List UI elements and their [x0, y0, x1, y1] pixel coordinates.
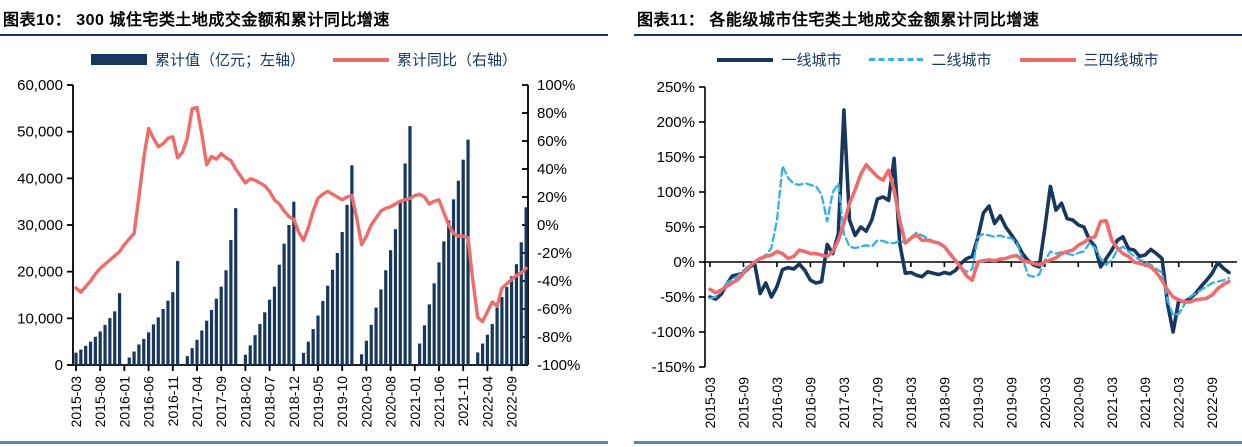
axis-tick-label: 2018-12 — [286, 376, 302, 428]
axis-tick-label: 20,000 — [17, 264, 63, 281]
axis-tick-label: 20% — [537, 189, 567, 206]
series-cumulative-yoy-line — [74, 105, 528, 324]
axis-tick-label: 2018-07 — [262, 376, 278, 428]
figure-11: 图表11： 各能级城市住宅类土地成交金额累计同比增速 一线城市 二线城市 三四线… — [634, 0, 1242, 447]
axis-tick-label: 2021-06 — [431, 376, 447, 428]
legend-label-tier34: 三四线城市 — [1083, 52, 1159, 69]
axis-tick-label: 0% — [537, 217, 559, 234]
axis-tick-label: 60,000 — [17, 77, 63, 94]
axis-tick-label: 2019-05 — [310, 376, 326, 428]
figure-11-legend: 一线城市 二线城市 三四线城市 — [634, 49, 1242, 70]
figure-10-legend: 累计值（亿元；左轴） 累计同比（右轴） — [0, 49, 608, 70]
series-tier1-line — [708, 108, 1231, 334]
legend-label-tier1: 一线城市 — [781, 52, 842, 69]
figure-10-title-rule — [0, 34, 608, 36]
line-swatch-icon — [333, 57, 389, 62]
fig10-canvas: 60,000 50,000 40,000 30,000 20,000 10,000 0 100… — [17, 77, 580, 428]
axis-tick-label: 2016-06 — [141, 376, 157, 428]
figure-10: 图表10： 300 城住宅类土地成交金额和累计同比增速 累计值（亿元；左轴） 累… — [0, 0, 608, 447]
axis-tick-label: -40% — [537, 273, 572, 290]
dashed-line-swatch-icon — [869, 58, 924, 61]
axis-tick-label: 150% — [657, 149, 695, 166]
axis-tick-label: 2015-03 — [702, 377, 718, 429]
figure-11-title-rule — [634, 34, 1242, 36]
axis-tick-label: 2019-03 — [970, 377, 986, 429]
axis-tick-label: 2021-03 — [1104, 377, 1120, 429]
axis-tick-label: 2016-03 — [769, 377, 785, 429]
line-swatch-icon — [1019, 57, 1076, 62]
axis-tick-label: 2018-03 — [903, 377, 919, 429]
bar-swatch-icon — [90, 54, 147, 65]
axis-tick-label: 2018-09 — [936, 377, 952, 429]
axis-tick-label: 2019-09 — [1003, 377, 1019, 429]
axis-tick-label: 0% — [673, 254, 695, 271]
legend-item-cumulative-value: 累计值（亿元；左轴） — [90, 49, 305, 70]
figure-10-bottom-rule — [0, 441, 608, 444]
figure-11-bottom-rule — [634, 441, 1242, 444]
fig11-canvas: 250% 200% 150% 100% 50% 0% -50% -100% -150% 2015-… — [652, 79, 1237, 429]
axis-tick-label: 10,000 — [17, 310, 63, 327]
series-tier34-line — [708, 162, 1231, 304]
axis-tick-label: 2022-04 — [479, 376, 495, 428]
axis-tick-label: 2020-08 — [383, 376, 399, 428]
legend-item-tier34-cities: 三四线城市 — [1019, 49, 1159, 70]
axis-tick-label: 2019-10 — [334, 376, 350, 428]
axis-tick-label: 0 — [55, 357, 63, 374]
axis-tick-label: 2018-02 — [237, 376, 253, 428]
legend-label-cumulative-yoy: 累计同比（右轴） — [397, 52, 518, 69]
axis-tick-label: 2022-09 — [504, 376, 520, 428]
axis-tick-label: 30,000 — [17, 217, 63, 234]
line-swatch-icon — [717, 57, 774, 62]
axis-tick-label: 2020-03 — [1037, 377, 1053, 429]
axis-tick-label: 50% — [665, 219, 695, 236]
series-tier2-line — [708, 164, 1231, 317]
legend-label-cumulative-value: 累计值（亿元；左轴） — [154, 52, 305, 69]
axis-tick-label: 2015-09 — [735, 377, 751, 429]
axis-tick-label: 60% — [537, 133, 567, 150]
axis-tick-label: -80% — [537, 329, 572, 346]
axis-tick-label: 2016-01 — [116, 376, 132, 428]
fig11-axes — [699, 86, 1237, 368]
axis-tick-label: 2017-09 — [213, 376, 229, 428]
axis-tick-label: 2020-03 — [358, 376, 374, 428]
axis-tick-label: 80% — [537, 105, 567, 122]
axis-tick-label: 2020-09 — [1070, 377, 1086, 429]
axis-tick-label: 2017-03 — [836, 377, 852, 429]
legend-item-tier2-cities: 二线城市 — [869, 49, 992, 70]
axis-tick-label: 50,000 — [17, 124, 63, 141]
axis-tick-label: 2016-11 — [165, 376, 181, 427]
legend-label-tier2: 二线城市 — [931, 52, 992, 69]
axis-tick-label: 40,000 — [17, 170, 63, 187]
axis-tick-label: -150% — [652, 359, 695, 376]
axis-tick-label: 250% — [657, 79, 695, 96]
figure-10-title: 图表10： 300 城住宅类土地成交金额和累计同比增速 — [3, 12, 390, 29]
axis-tick-label: 2017-04 — [189, 376, 205, 428]
axis-tick-label: 2015-08 — [92, 376, 108, 428]
axis-tick-label: 2022-03 — [1171, 377, 1187, 429]
axis-tick-label: -50% — [660, 289, 695, 306]
axis-tick-label: -100% — [537, 357, 580, 374]
axis-tick-label: -100% — [652, 324, 695, 341]
axis-tick-label: 2021-09 — [1137, 377, 1153, 429]
axis-tick-label: 40% — [537, 161, 567, 178]
legend-item-cumulative-yoy: 累计同比（右轴） — [333, 49, 517, 70]
axis-tick-label: -60% — [537, 301, 572, 318]
axis-tick-label: 2021-01 — [407, 376, 423, 428]
axis-tick-label: 200% — [657, 114, 695, 131]
axis-tick-label: 2016-09 — [802, 377, 818, 429]
figure-11-title: 图表11： 各能级城市住宅类土地成交金额累计同比增速 — [637, 12, 1040, 29]
axis-tick-label: 2022-09 — [1204, 377, 1220, 429]
legend-item-tier1-cities: 一线城市 — [717, 49, 841, 70]
axis-tick-label: 2017-09 — [869, 377, 885, 429]
axis-tick-label: 100% — [537, 77, 575, 94]
axis-tick-label: 2015-03 — [68, 376, 84, 428]
axis-tick-label: -20% — [537, 245, 572, 262]
axis-tick-label: 2021-11 — [455, 376, 471, 427]
axis-tick-label: 100% — [657, 184, 695, 201]
